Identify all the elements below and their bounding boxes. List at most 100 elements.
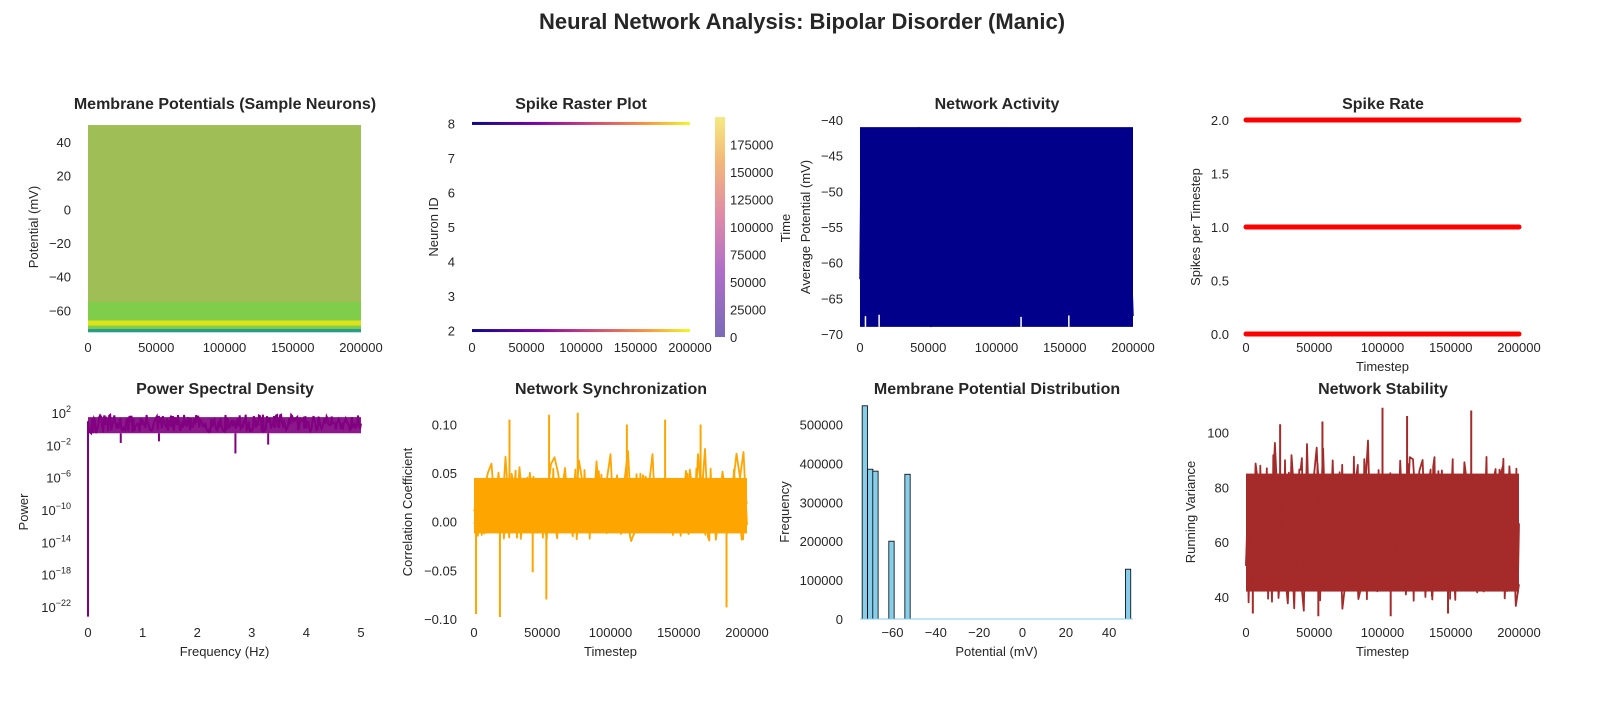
y-tick-label: 8 (448, 116, 455, 131)
hist-bar (867, 468, 874, 620)
x-tick-label: 100000 (1361, 625, 1404, 640)
y-tick-label: −40 (49, 270, 71, 285)
x-tick-label: 150000 (271, 340, 314, 355)
hist-bar (888, 540, 895, 620)
x-tick-label: 100000 (559, 340, 602, 355)
x-tick-label: 1 (139, 625, 146, 640)
chart-title: Spike Raster Plot (515, 96, 647, 113)
y-tick-label: 500000 (800, 417, 843, 432)
chart-title: Network Synchronization (515, 381, 707, 398)
chart-title: Membrane Potential Distribution (874, 381, 1120, 398)
hist-bar (872, 470, 879, 620)
y-tick-label: 20 (57, 169, 71, 184)
x-tick-label: 0 (856, 340, 863, 355)
hist-bar (1125, 568, 1132, 620)
x-tick-label: 200000 (339, 340, 382, 355)
y-tick-label: 100000 (800, 573, 843, 588)
y-tick-label: 7 (448, 151, 455, 166)
y-tick-label: 60 (1215, 535, 1229, 550)
y-tick-label: 10−10 (41, 501, 71, 518)
x-tick-label: 50000 (138, 340, 174, 355)
y-tick-label: 2 (448, 324, 455, 339)
y-axis-label: Potential (mV) (26, 186, 41, 268)
y-tick-label: 10−18 (41, 566, 71, 583)
x-tick-label: −40 (925, 625, 947, 640)
y-tick-label: 0.00 (432, 515, 457, 530)
x-tick-label: 4 (303, 625, 310, 640)
x-tick-label: 100000 (1361, 340, 1404, 355)
y-tick-label: −0.05 (424, 563, 457, 578)
x-tick-label: 0 (468, 340, 475, 355)
x-tick-label: 0 (1242, 340, 1249, 355)
chart-title: Network Activity (935, 96, 1060, 113)
colorbar-tick-label: 125000 (730, 192, 773, 207)
x-tick-label: 150000 (1043, 340, 1086, 355)
chart-hist: Membrane Potential Distribution Potential… (777, 381, 1133, 659)
x-tick-label: 150000 (1429, 340, 1472, 355)
colorbar-tick-label: 150000 (730, 165, 773, 180)
x-tick-label: 150000 (614, 340, 657, 355)
x-tick-label: −20 (968, 625, 990, 640)
y-tick-label: −45 (821, 149, 843, 164)
y-tick-label: 40 (1215, 590, 1229, 605)
y-tick-label: 10−22 (41, 598, 71, 615)
x-tick-label: 200000 (668, 340, 711, 355)
y-axis-label: Average Potential (mV) (798, 160, 813, 294)
colorbar-tick-label: 0 (730, 330, 737, 345)
x-tick-label: 100000 (203, 340, 246, 355)
chart-sync: Network Synchronization Timestep Correlati… (400, 381, 769, 659)
psd-band (88, 417, 361, 434)
series-line (1245, 439, 1520, 612)
series-line (1245, 454, 1520, 604)
y-tick-label: −65 (821, 291, 843, 306)
y-tick-label: 0 (64, 202, 71, 217)
x-tick-label: 3 (248, 625, 255, 640)
x-tick-label: 50000 (1296, 625, 1332, 640)
colorbar-tick-label: 25000 (730, 302, 766, 317)
y-tick-label: 10−6 (46, 469, 71, 486)
x-tick-label: 0 (84, 340, 91, 355)
y-axis-label: Running Variance (1183, 461, 1198, 563)
series-line (473, 448, 748, 532)
x-axis-label: Potential (mV) (955, 644, 1037, 659)
y-tick-label: 0.5 (1211, 274, 1229, 289)
psd-line (87, 412, 362, 617)
hist-bar (861, 405, 868, 620)
x-axis-label: Timestep (1356, 644, 1409, 659)
membrane-series-band (88, 125, 361, 331)
y-tick-label: 1.0 (1211, 220, 1229, 235)
x-tick-label: 200000 (1111, 340, 1154, 355)
y-tick-label: 100 (1207, 425, 1229, 440)
y-tick-label: 1.5 (1211, 167, 1229, 182)
colorbar-tick-label: 75000 (730, 247, 766, 262)
raster-row-neuron-2 (472, 329, 690, 333)
y-tick-label: 80 (1215, 480, 1229, 495)
x-tick-label: 150000 (657, 625, 700, 640)
x-axis-label: Timestep (1356, 359, 1409, 374)
chart-raster: Spike Raster Plot Neuron ID 0 50000 100000 15… (426, 96, 793, 355)
y-tick-label: 200000 (800, 534, 843, 549)
colorbar-tick-label: 100000 (730, 220, 773, 235)
y-tick-label: 2.0 (1211, 113, 1229, 128)
x-tick-label: 50000 (910, 340, 946, 355)
x-tick-label: 5 (357, 625, 364, 640)
y-tick-label: −60 (49, 303, 71, 318)
chart-stability: Network Stability Timestep Running Varianc… (1183, 381, 1541, 659)
colorbar-tick-label: 175000 (730, 137, 773, 152)
y-axis-label: Spikes per Timestep (1188, 168, 1203, 286)
chart-activity: Network Activity Average Potential (mV) 0 5… (798, 96, 1155, 355)
x-tick-label: 0 (470, 625, 477, 640)
membrane-series-band (88, 301, 361, 331)
y-tick-label: −20 (49, 236, 71, 251)
y-tick-label: 4 (448, 255, 455, 270)
x-tick-label: 40 (1102, 625, 1116, 640)
membrane-series-band (88, 328, 361, 333)
y-tick-label: 102 (52, 404, 71, 421)
chart-title: Spike Rate (1342, 96, 1424, 113)
hist-bar (904, 473, 911, 620)
y-tick-label: 3 (448, 289, 455, 304)
series-line (859, 127, 1134, 328)
raster-row-neuron-8 (472, 121, 690, 125)
x-tick-label: 0 (84, 625, 91, 640)
